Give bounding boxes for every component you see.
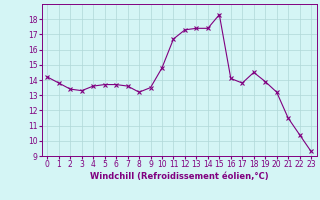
X-axis label: Windchill (Refroidissement éolien,°C): Windchill (Refroidissement éolien,°C) [90, 172, 268, 181]
